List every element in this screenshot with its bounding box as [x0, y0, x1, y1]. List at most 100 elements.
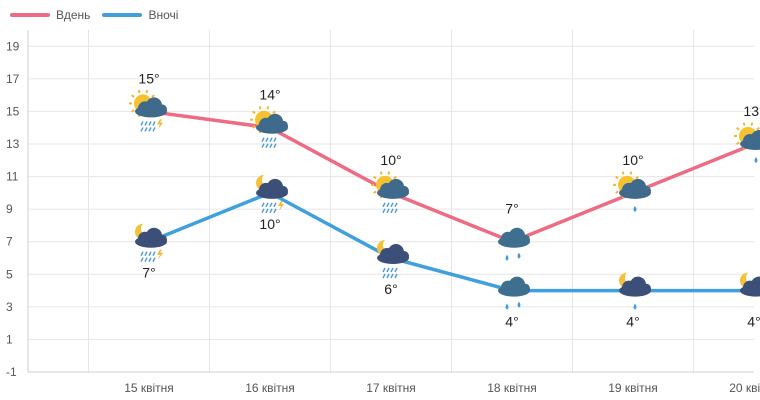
rain-streak: [394, 267, 398, 273]
sun-ray: [393, 175, 397, 180]
raindrop: [754, 157, 758, 163]
y-tick-label: -1: [6, 365, 17, 379]
rain-streak: [386, 273, 390, 279]
sun-cloud-raindrop-icon: [613, 171, 651, 212]
sun-cloud-rain-icon: [250, 106, 288, 149]
rain-streak: [394, 208, 398, 214]
sun-ray: [621, 171, 625, 175]
rain-streak: [390, 273, 394, 279]
x-tick-label: 16 квітня: [245, 381, 295, 395]
moon-cloud-rain-icon: [377, 238, 409, 279]
rain-streak: [386, 208, 390, 214]
x-tick-label: 17 квітня: [366, 381, 416, 395]
rain-streak: [148, 121, 152, 126]
sun-ray: [131, 94, 135, 98]
data-label-day: 10°: [380, 152, 401, 168]
cloud-raindrops-icon: [498, 227, 530, 261]
rain-streak: [390, 267, 394, 273]
data-label-night: 10°: [259, 216, 280, 232]
sun-cloud-raindrop-icon: [734, 122, 760, 163]
sun-ray: [742, 122, 746, 126]
rain-streak: [269, 202, 273, 208]
rain-streak: [152, 251, 156, 257]
data-label-night: 4°: [747, 314, 760, 330]
series-line-day: [147, 109, 756, 244]
x-tick-label: 15 квітня: [124, 381, 174, 395]
cloud-puff: [399, 251, 409, 261]
rain-streak: [265, 202, 269, 208]
raindrop: [505, 303, 509, 310]
legend-label-day: Вдень: [56, 8, 91, 22]
sun-ray: [266, 106, 270, 110]
raindrop: [633, 303, 637, 310]
sun-ray: [151, 94, 155, 98]
cloud: [135, 97, 167, 118]
sun-ray: [272, 110, 276, 115]
x-tick-label: 19 квітня: [608, 381, 658, 395]
cloud: [377, 244, 409, 264]
lightning: [278, 200, 284, 211]
sun-ray: [373, 190, 377, 194]
moon-cloud-raindrop-icon: [619, 270, 651, 310]
data-label-day: 15°: [138, 70, 159, 86]
rain-streak: [144, 127, 148, 132]
raindrop: [517, 252, 521, 259]
rain-streak: [390, 202, 394, 208]
rain-streak: [265, 208, 269, 214]
cloud-puff: [399, 185, 409, 196]
rain-streak: [382, 273, 386, 279]
legend-swatch-day: [10, 13, 50, 17]
y-tick-label: 3: [6, 300, 13, 314]
rain-streak: [382, 202, 386, 208]
cloud-puff: [520, 283, 530, 294]
cloud: [256, 178, 288, 199]
cloud-puff: [641, 283, 651, 294]
sun-ray: [145, 89, 149, 94]
legend-item-night[interactable]: Вночі: [102, 8, 178, 22]
cloud: [135, 227, 167, 248]
data-label-day: 14°: [259, 87, 280, 103]
rain-streak: [152, 121, 156, 126]
series-line-night: [147, 191, 756, 293]
sun-ray: [252, 125, 256, 129]
cloud-raindrops-icon: [498, 276, 530, 310]
sun-ray: [387, 171, 391, 175]
rain-streak: [382, 267, 386, 273]
sun-cloud-rain-icon: [371, 171, 409, 214]
moon-cloud-rain-thunder-icon: [256, 172, 288, 214]
rain-streak: [386, 267, 390, 273]
cloud: [619, 276, 651, 297]
rain-streak: [273, 208, 277, 214]
cloud-puff: [278, 185, 288, 196]
rain-streak: [273, 137, 277, 143]
legend-item-day[interactable]: Вдень: [10, 8, 90, 22]
rain-streak: [265, 137, 269, 143]
y-tick-label: 1: [6, 332, 13, 346]
sun-cloud-rain-thunder-icon: [129, 89, 167, 132]
rain-streak: [386, 202, 390, 208]
rain-streak: [390, 208, 394, 214]
sun-ray: [373, 175, 377, 180]
y-tick-label: 17: [6, 72, 20, 86]
rain-streak: [144, 251, 148, 257]
cloud-puff: [641, 185, 651, 196]
data-label-night: 7°: [142, 265, 155, 281]
sun-ray: [379, 171, 383, 175]
rain-streak: [382, 208, 386, 214]
y-tick-label: 5: [6, 267, 13, 281]
cloud-puff: [751, 276, 760, 293]
cloud-puff: [157, 104, 167, 115]
rain-streak: [144, 121, 148, 126]
rain-streak: [261, 137, 265, 143]
sun-ray: [252, 110, 256, 115]
rain-streak: [152, 257, 156, 263]
rain-streak: [265, 143, 269, 149]
sun-ray: [131, 109, 135, 113]
sun-ray: [137, 89, 141, 94]
rain-streak: [273, 202, 277, 208]
y-tick-label: 7: [6, 235, 13, 249]
legend-swatch-night: [102, 13, 143, 17]
legend-label-night: Вночі: [148, 8, 179, 22]
rain-streak: [394, 202, 398, 208]
